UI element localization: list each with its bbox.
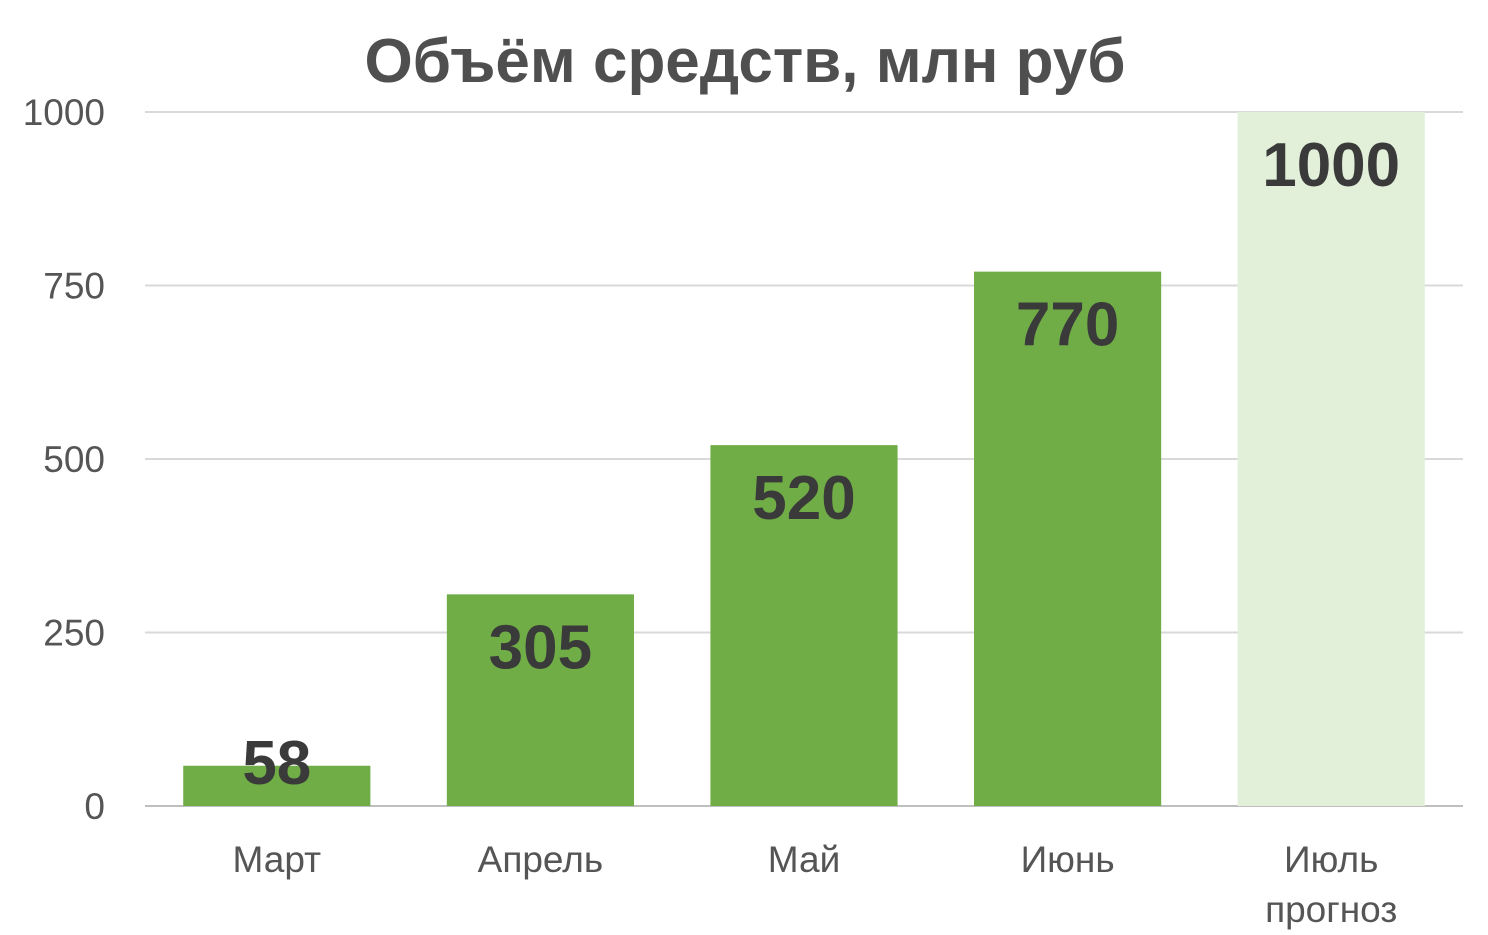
data-label: 305 [489, 613, 592, 682]
data-label: 1000 [1262, 131, 1400, 200]
x-tick-label: Апрель [478, 839, 604, 880]
x-axis-ticks: Март Апрель Май Июнь Июль прогноз [233, 839, 1398, 930]
y-tick-label: 0 [84, 786, 105, 827]
bar [183, 765, 371, 806]
data-labels: 58 305 520 770 1000 [242, 131, 1400, 798]
x-tick-label: Май [768, 839, 840, 880]
data-label: 58 [242, 729, 311, 798]
y-tick-label: 500 [43, 439, 105, 480]
x-tick-label: Март [233, 839, 322, 880]
y-tick-label: 250 [43, 613, 105, 654]
bar-forecast [1237, 112, 1425, 806]
bar [974, 271, 1162, 806]
data-label: 520 [752, 464, 855, 533]
y-tick-label: 1000 [23, 92, 105, 133]
x-tick-label: прогноз [1265, 889, 1397, 930]
x-tick-label: Июль [1284, 839, 1378, 880]
y-tick-label: 750 [43, 266, 105, 307]
bar [446, 594, 634, 806]
y-axis-ticks: 0 250 500 750 1000 [23, 92, 105, 827]
data-label: 770 [1016, 291, 1119, 360]
x-tick-label: Июнь [1021, 839, 1115, 880]
bar [710, 445, 898, 806]
chart-title: Объём средств, млн руб [364, 27, 1125, 96]
bars [183, 112, 1425, 806]
